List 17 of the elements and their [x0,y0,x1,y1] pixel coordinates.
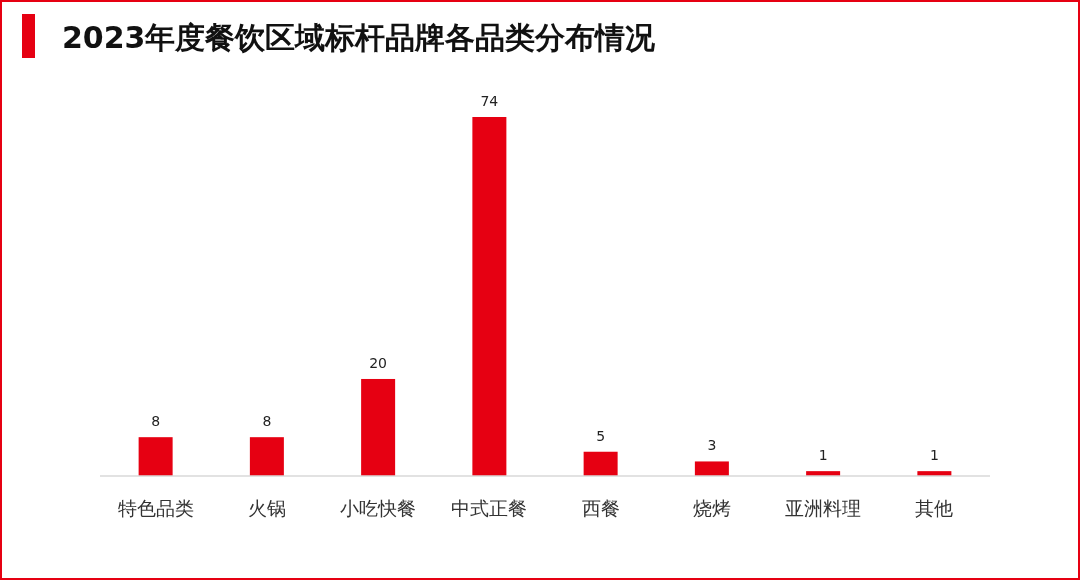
x-tick-label: 特色品类 [117,497,194,519]
data-label: 8 [262,413,272,430]
data-label: 3 [707,437,717,454]
x-tick-label: 火锅 [247,497,286,519]
x-tick-label: 西餐 [581,497,620,519]
x-tick-label: 中式正餐 [451,497,528,519]
data-label: 20 [369,354,388,371]
data-label: 1 [929,447,939,464]
x-tick-label: 亚洲料理 [785,497,862,519]
data-label: 1 [818,447,828,464]
data-label: 8 [151,413,161,430]
chart-title: 2023年度餐饮区域标杆品牌各品类分布情况 [62,20,657,55]
x-tick-label: 其他 [915,497,954,519]
data-label: 5 [596,427,606,444]
x-tick-label: 烧烤 [692,497,731,519]
data-label: 74 [480,93,499,109]
x-tick-label: 小吃快餐 [340,497,417,519]
